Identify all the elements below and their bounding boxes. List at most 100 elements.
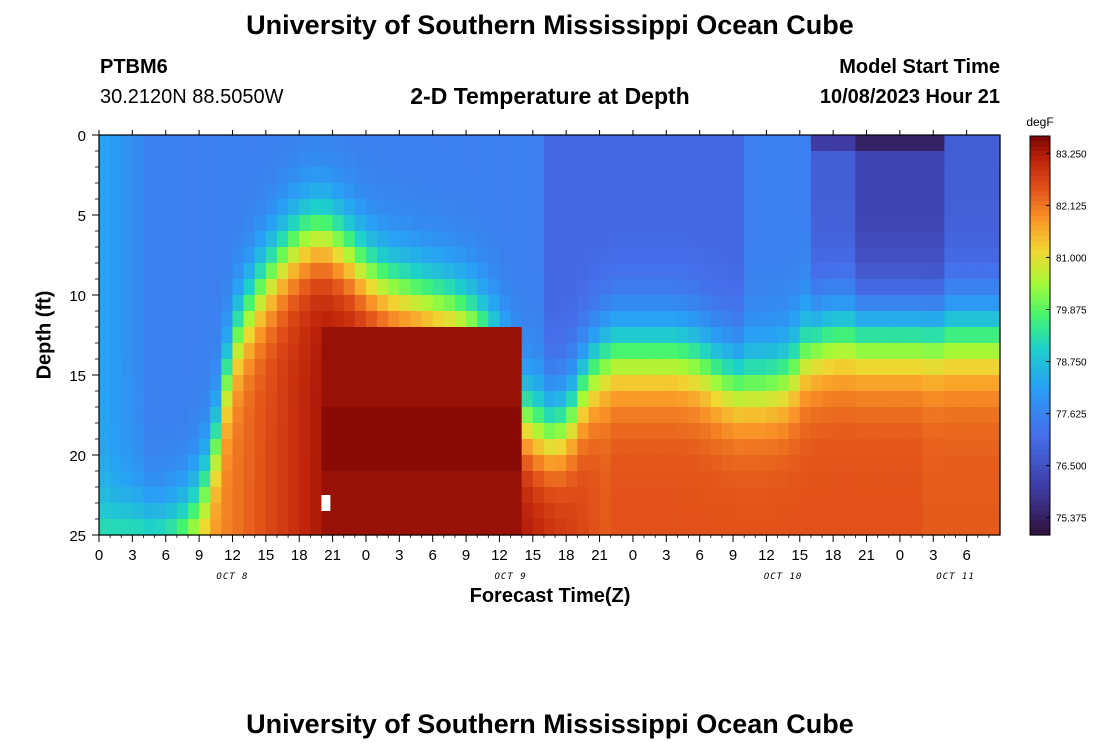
heatmap-cell [655,151,667,168]
heatmap-cell [710,327,723,344]
heatmap-cell [377,247,389,264]
heatmap-cell [365,295,378,312]
heatmap-cell [788,279,801,296]
heatmap-cell [632,151,645,168]
heatmap-cell [332,423,345,440]
heatmap-cell [799,391,812,408]
heatmap-cell [532,519,545,536]
heatmap-cell [421,519,434,536]
heatmap-cell [677,359,690,376]
heatmap-cell [755,391,767,408]
colorbar-segment [1030,270,1050,277]
heatmap-cell [343,295,356,312]
heatmap-cell [276,215,289,232]
heatmap-cell [199,359,211,376]
heatmap-cell [666,375,679,392]
heatmap-cell [154,295,167,312]
heatmap-cell [466,407,478,424]
heatmap-cell [288,311,300,328]
heatmap-cell [833,343,845,360]
colorbar-segment [1030,235,1050,242]
heatmap-cell [299,423,311,440]
heatmap-cell [377,183,389,200]
heatmap-cell [332,279,345,296]
heatmap-cell [243,199,256,216]
x-tick-label: 18 [825,547,842,564]
heatmap-cell [833,471,845,488]
heatmap-cell [866,183,879,200]
heatmap-cell [655,247,667,264]
heatmap-cell [699,487,712,504]
heatmap-cell [377,455,389,472]
heatmap-cell [332,439,345,456]
heatmap-cell [254,263,267,280]
heatmap-cell [911,263,923,280]
heatmap-cell [866,503,879,520]
heatmap-cell [677,167,690,184]
heatmap-cell [299,471,311,488]
heatmap-cell [399,183,412,200]
heatmap-cell [577,183,590,200]
heatmap-cell [810,391,823,408]
heatmap-cell [933,407,945,424]
heatmap-cell [187,279,200,296]
heatmap-cell [877,263,890,280]
heatmap-cell [566,423,578,440]
heatmap-cell [911,519,923,536]
heatmap-cell [321,167,334,184]
heatmap-cell [888,263,901,280]
heatmap-cell [165,327,178,344]
heatmap-cell [321,327,334,344]
heatmap-cell [276,375,289,392]
heatmap-cell [955,311,968,328]
heatmap-cell [699,231,712,248]
heatmap-cell [110,327,122,344]
heatmap-cell [299,407,311,424]
heatmap-cell [644,519,656,536]
heatmap-cell [621,295,634,312]
heatmap-cell [788,407,801,424]
heatmap-cell [199,183,211,200]
heatmap-cell [154,471,167,488]
heatmap-cell [221,183,234,200]
station-id: PTBM6 [100,56,168,78]
heatmap-cell [143,455,156,472]
heatmap-cell [866,455,879,472]
heatmap-cell [877,183,890,200]
heatmap-cell [510,247,523,264]
heatmap-cell [955,503,968,520]
heatmap-cell [588,135,601,152]
heatmap-cell [766,343,779,360]
heatmap-cell [232,295,245,312]
heatmap-cell [466,375,478,392]
heatmap-cell [621,519,634,536]
heatmap-cell [143,151,156,168]
heatmap-cell [265,519,278,536]
heatmap-cell [499,263,512,280]
heatmap-cell [899,167,912,184]
heatmap-cell [777,231,790,248]
heatmap-cell [243,247,256,264]
heatmap-cell [888,135,901,152]
heatmap-cell [377,439,389,456]
heatmap-cell [599,503,612,520]
heatmap-cell [243,167,256,184]
heatmap-cell [121,503,133,520]
heatmap-cell [899,423,912,440]
heatmap-cell [955,359,968,376]
heatmap-cell [388,343,400,360]
heatmap-cell [265,487,278,504]
heatmap-cell [966,423,979,440]
heatmap-cell [99,311,111,328]
heatmap-cell [733,151,745,168]
heatmap-cell [877,343,890,360]
x-axis: 0 3 6 9 12 15 18 21 0 3 6 9 12 15 18 21 0 3 6 9 12 15 18 21 0 3 6O… [95,130,990,582]
heatmap-cell [822,359,834,376]
heatmap-cell [933,455,945,472]
heatmap-cell [276,311,289,328]
heatmap-cell [566,487,578,504]
heatmap-cell [310,231,323,248]
heatmap-cell [365,359,378,376]
heatmap-cell [833,247,845,264]
heatmap-cell [243,359,256,376]
